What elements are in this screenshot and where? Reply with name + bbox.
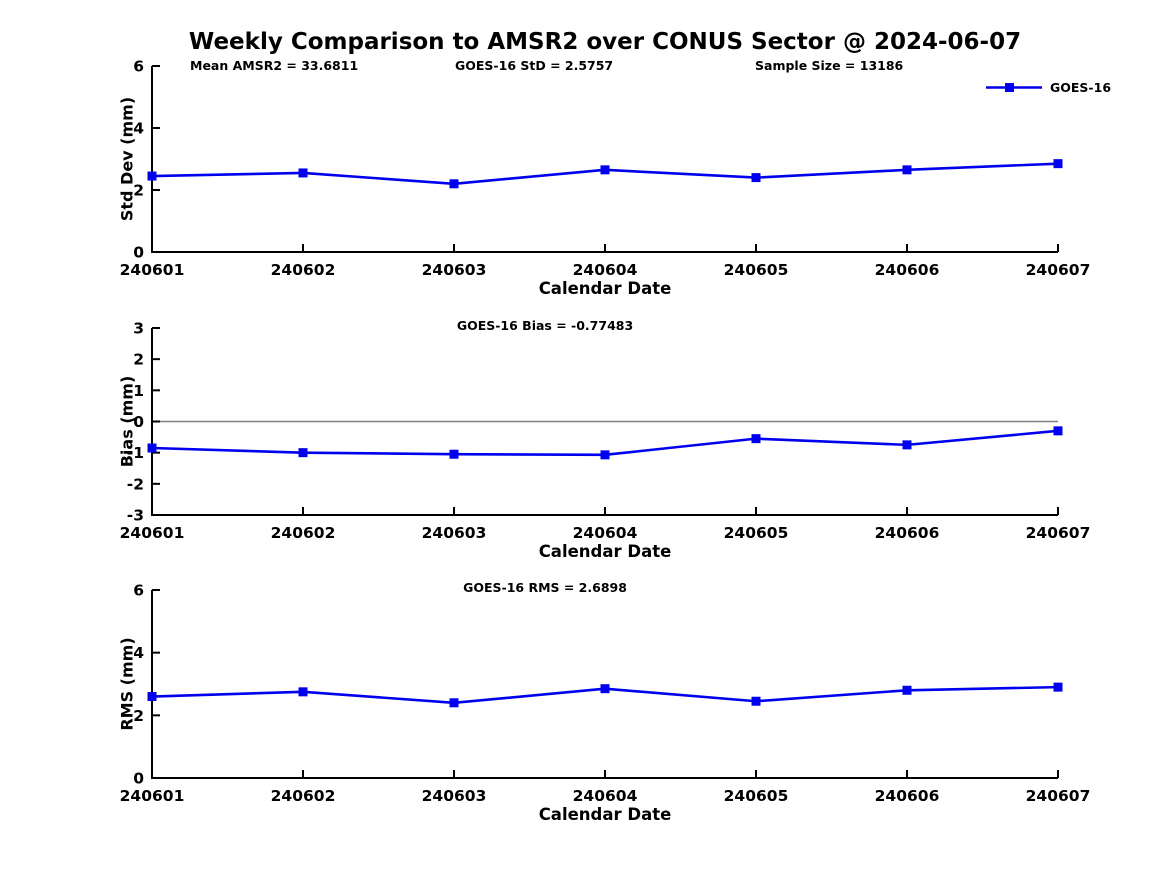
y-axis-label: Bias (mm) xyxy=(118,376,137,468)
x-tick-label: 240605 xyxy=(724,524,789,542)
subplot-annotation: GOES-16 Bias = -0.77483 xyxy=(457,318,633,333)
data-marker xyxy=(449,449,459,459)
data-marker xyxy=(600,165,610,175)
data-marker xyxy=(1053,682,1063,692)
data-marker xyxy=(902,685,912,695)
subplot-stddev: 0 2 4 6 240601 240602 240603 240604 240605 240606… xyxy=(118,58,1091,299)
y-axis-label: Std Dev (mm) xyxy=(118,97,137,221)
y-tick-label: -2 xyxy=(127,475,144,493)
annotation-mean-amsr2: Mean AMSR2 = 33.6811 xyxy=(190,58,359,73)
y-tick-label: 4 xyxy=(133,644,144,662)
figure-title: Weekly Comparison to AMSR2 over CONUS Se… xyxy=(188,29,1022,55)
axis-spines xyxy=(151,590,1058,779)
y-tick-label: 0 xyxy=(133,244,144,262)
y-axis-label: RMS (mm) xyxy=(118,637,137,730)
y-tick-label: 2 xyxy=(133,707,144,725)
data-marker xyxy=(751,173,761,183)
x-tick-label: 240604 xyxy=(573,524,638,542)
x-tick-label: 240601 xyxy=(120,787,185,805)
data-marker xyxy=(298,448,308,458)
y-tick-label: 6 xyxy=(133,582,144,600)
y-tick-label: -3 xyxy=(127,507,144,525)
subplot-annotation: GOES-16 RMS = 2.6898 xyxy=(463,580,627,595)
data-marker xyxy=(902,165,912,175)
data-marker xyxy=(600,684,610,694)
annotation-goes16-std: GOES-16 StD = 2.5757 xyxy=(455,58,614,73)
x-tick-label: 240603 xyxy=(422,261,487,279)
data-marker xyxy=(298,687,308,697)
y-tick-label: 4 xyxy=(133,120,144,138)
x-tick-label: 240601 xyxy=(120,524,185,542)
annotation-sample-size: Sample Size = 13186 xyxy=(755,58,904,73)
x-tick-label: 240602 xyxy=(271,524,336,542)
x-tick-label: 240606 xyxy=(875,261,940,279)
x-tick-label: 240607 xyxy=(1026,787,1091,805)
subplot-bias: GOES-16 Bias = -0.77483 -3 -2 -1 0 1 2 3 240601 2… xyxy=(118,318,1091,561)
x-tick-label: 240606 xyxy=(875,787,940,805)
x-tick-label: 240605 xyxy=(724,787,789,805)
data-marker xyxy=(147,692,157,702)
x-tick-label: 240603 xyxy=(422,524,487,542)
data-marker xyxy=(147,443,157,453)
axis-spines xyxy=(151,66,1058,253)
y-tick-label: 0 xyxy=(133,770,144,788)
x-tick-label: 240601 xyxy=(120,261,185,279)
legend-label: GOES-16 xyxy=(1050,79,1112,95)
data-marker xyxy=(147,171,157,181)
y-tick-label: 1 xyxy=(133,382,144,400)
data-marker xyxy=(1053,159,1063,169)
y-tick-label: 3 xyxy=(133,320,144,338)
data-marker xyxy=(902,440,912,450)
x-tick-label: 240603 xyxy=(422,787,487,805)
y-tick-label: 0 xyxy=(133,413,144,431)
y-tick-label: 6 xyxy=(133,58,144,76)
y-tick-label: -1 xyxy=(127,444,144,462)
x-tick-label: 240604 xyxy=(573,261,638,279)
data-marker xyxy=(449,698,459,708)
data-marker xyxy=(751,696,761,706)
legend: GOES-16 xyxy=(985,79,1111,95)
x-tick-label: 240605 xyxy=(724,261,789,279)
data-marker xyxy=(600,450,610,460)
x-tick-label: 240602 xyxy=(271,261,336,279)
x-axis-label: Calendar Date xyxy=(539,279,672,298)
y-tick-label: 2 xyxy=(133,182,144,200)
x-tick-label: 240604 xyxy=(573,787,638,805)
x-tick-label: 240602 xyxy=(271,787,336,805)
subplot-rms: GOES-16 RMS = 2.6898 0 2 4 6 240601 240602 2406… xyxy=(118,580,1091,824)
data-marker xyxy=(449,179,459,189)
legend-line-marker-icon xyxy=(986,82,1042,92)
x-tick-label: 240607 xyxy=(1026,261,1091,279)
data-marker xyxy=(1053,426,1063,436)
x-tick-label: 240606 xyxy=(875,524,940,542)
x-tick-label: 240607 xyxy=(1026,524,1091,542)
data-marker xyxy=(751,434,761,444)
x-axis-label: Calendar Date xyxy=(539,542,672,561)
data-marker xyxy=(298,168,308,178)
y-tick-label: 2 xyxy=(133,351,144,369)
x-axis-label: Calendar Date xyxy=(539,805,672,824)
